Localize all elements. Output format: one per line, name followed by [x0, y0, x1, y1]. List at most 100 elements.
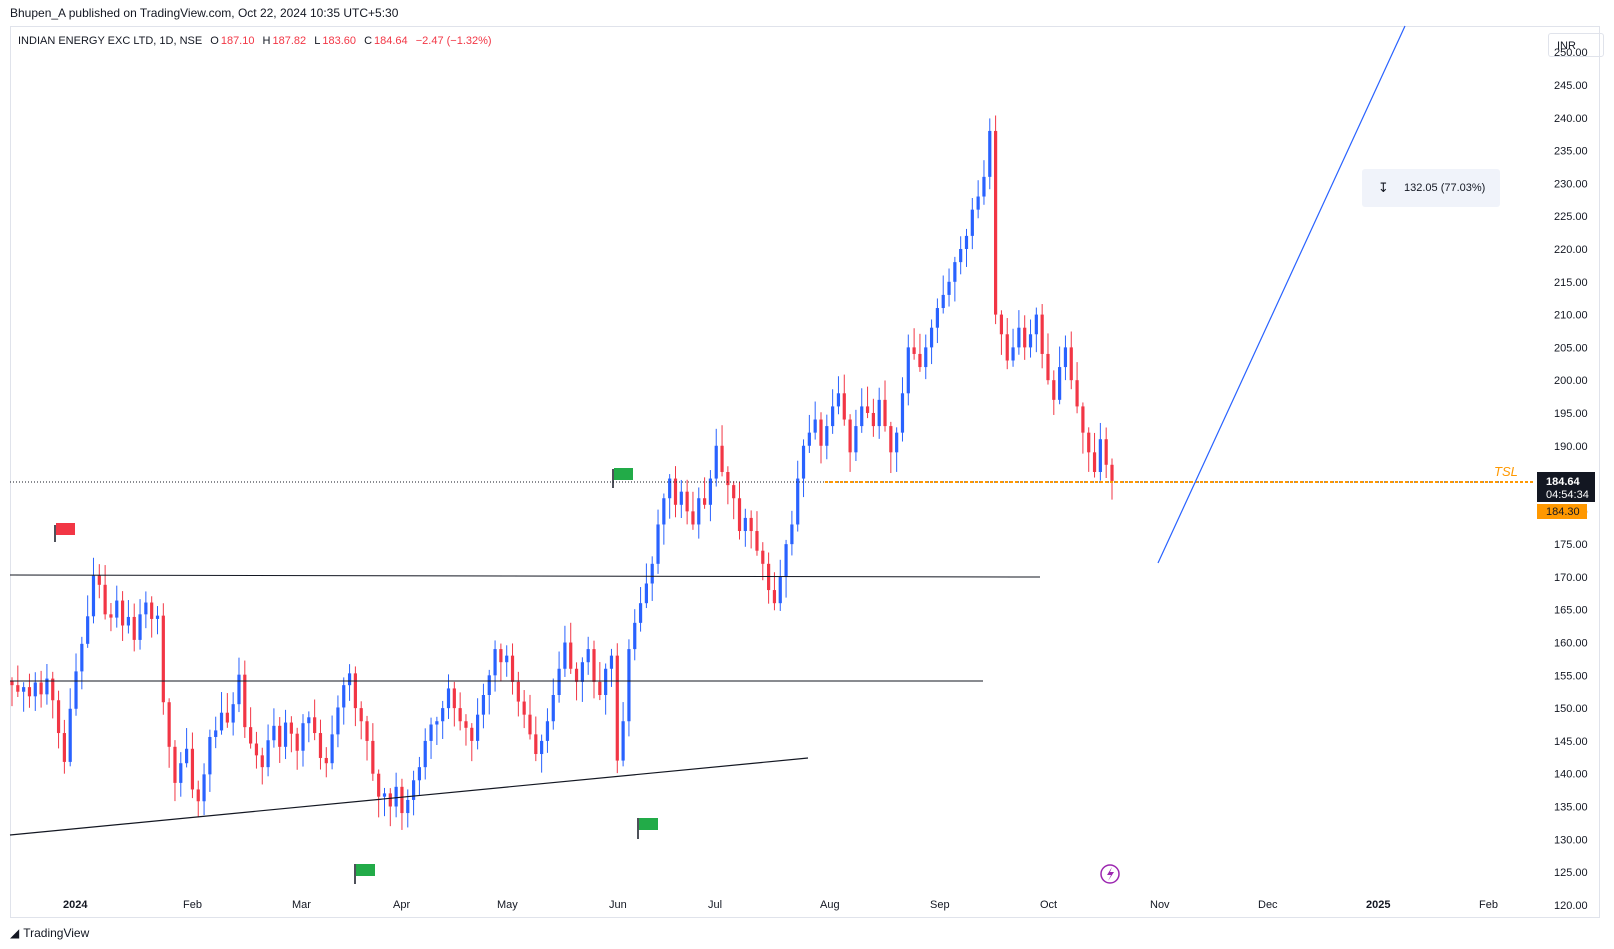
candle-body [464, 721, 468, 728]
axis-price-labels: 184.64 04:54:34 184.30 TSL [1494, 464, 1595, 519]
candle-body [318, 733, 323, 758]
candle-body [423, 740, 427, 768]
candle-body [481, 695, 486, 715]
candle-body [865, 406, 870, 413]
y-tick-label: 170.00 [1554, 572, 1588, 584]
candle-body [91, 575, 96, 617]
candle-body [778, 576, 782, 604]
high-value: 187.82 [272, 35, 307, 47]
candle-body [1034, 314, 1038, 335]
candle-body [476, 714, 480, 741]
candle-body [935, 308, 939, 328]
tsl-price-label: 184.30 [1546, 506, 1580, 518]
candle-body [522, 701, 526, 715]
publisher-line: Bhupen_A published on TradingView.com, O… [10, 6, 399, 20]
x-tick-label: Aug [820, 899, 840, 911]
candle-body [796, 478, 800, 525]
candle-body [336, 707, 340, 735]
candle-body [877, 399, 881, 427]
candle-body [604, 668, 608, 695]
candle-body [807, 432, 811, 446]
candle-body [836, 393, 841, 407]
candle-body [353, 673, 357, 709]
green-flag-icon-jun [612, 468, 633, 488]
measure-label[interactable]: ↧ 132.05 (77.03%) [1362, 169, 1500, 207]
candle-body [993, 130, 998, 315]
candle-body [912, 347, 916, 354]
candle-body [586, 649, 590, 663]
candle-body [1069, 347, 1073, 381]
candle-body [790, 524, 794, 545]
candle-body [417, 767, 422, 781]
candle-body [62, 733, 66, 762]
candle-body [761, 550, 765, 564]
candle-body [569, 642, 573, 669]
candle-body [819, 419, 823, 446]
y-tick-label: 250.00 [1554, 47, 1588, 59]
candle-body [685, 491, 689, 512]
candle-body [505, 655, 509, 663]
candle-body [644, 583, 648, 604]
candle-body [1104, 439, 1108, 465]
candle-body [702, 498, 707, 505]
y-tick-label: 200.00 [1554, 375, 1588, 387]
x-tick-label: May [497, 899, 518, 911]
candle-body [755, 531, 759, 551]
candle-body [918, 353, 922, 368]
currency-button[interactable]: INR [1548, 33, 1604, 57]
candle-body [964, 235, 969, 249]
candle-body [429, 724, 433, 741]
candle-body [295, 733, 299, 751]
candle-body [272, 725, 276, 741]
candle-body [68, 708, 72, 762]
candle-body [749, 517, 753, 532]
candle-body [74, 671, 78, 709]
candle-body [598, 681, 602, 695]
y-tick-label: 135.00 [1554, 802, 1588, 814]
candle-body [831, 406, 835, 427]
measure-value: 132.05 (77.03%) [1404, 182, 1486, 194]
candle-body [976, 196, 980, 210]
open-label: O [210, 35, 219, 47]
candle-body [266, 740, 270, 768]
candle-body [848, 419, 852, 453]
candle-body [1058, 367, 1062, 400]
chart-frame [10, 26, 1600, 918]
time-axis: 2024 Feb Mar Apr May Jun Jul Aug Sep Oct Nov Dec 202… [63, 899, 1498, 911]
x-tick-label: Feb [1479, 899, 1498, 911]
candle-body [528, 714, 532, 735]
candle-body [673, 478, 678, 505]
candle-body [115, 600, 119, 618]
candle-body [400, 786, 404, 814]
y-tick-label: 175.00 [1554, 539, 1588, 551]
candle-body [249, 727, 253, 744]
x-tick-label: Nov [1150, 899, 1170, 911]
candle-body [988, 130, 992, 177]
candle-body [371, 740, 375, 774]
candle-body [411, 780, 416, 800]
x-tick-label: Jul [708, 899, 722, 911]
candle-body [219, 712, 224, 731]
candle-body [365, 721, 369, 741]
candle-body [726, 472, 730, 486]
y-tick-label: 150.00 [1554, 703, 1588, 715]
candle-body [446, 688, 451, 709]
x-tick-label: Sep [930, 899, 950, 911]
candle-body [307, 717, 311, 724]
close-value: 184.64 [374, 35, 408, 47]
candle-body [580, 662, 584, 682]
candle-body [452, 688, 456, 709]
candle-body [487, 675, 491, 695]
candle-body [1052, 380, 1056, 400]
candle-body [493, 649, 497, 676]
footer-brand-text: TradingView [23, 926, 90, 940]
candle-body [278, 725, 282, 747]
y-tick-label: 245.00 [1554, 80, 1588, 92]
candle-body [860, 406, 864, 427]
candle-body [126, 616, 131, 626]
tradingview-logo-icon: ◢ [10, 926, 20, 940]
candle-body [627, 649, 631, 722]
candle-body [161, 615, 165, 703]
candle-body [650, 563, 654, 584]
